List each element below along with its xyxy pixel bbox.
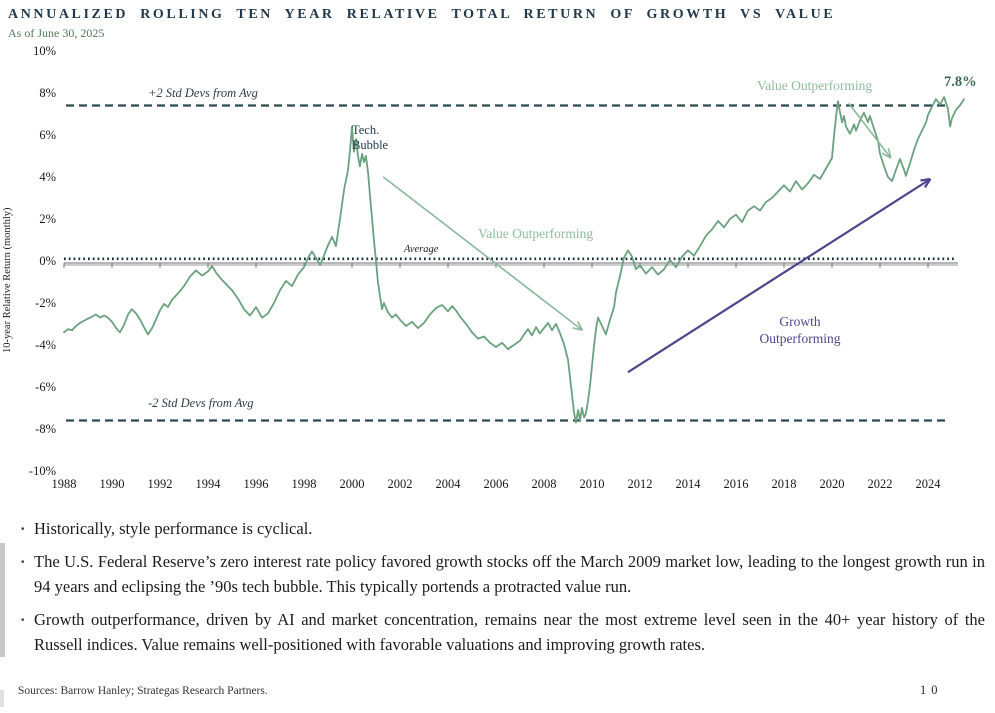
y-tick-label: 4% [39,170,56,184]
value-decline-arrow-head [576,321,584,331]
x-tick-label: 2008 [531,477,557,491]
value-dip-arrow-head [887,148,892,159]
bullet-item: Growth outperformance, driven by AI and … [10,607,985,657]
page-subtitle: As of June 30, 2025 [8,26,105,40]
y-tick-label: -8% [35,422,56,436]
y-tick-label: 8% [39,86,56,100]
y-tick-label: -2% [35,296,56,310]
chart-canvas [63,96,965,424]
x-tick-label: 2002 [387,477,413,491]
x-tick-label: 2000 [339,477,365,491]
x-tick-label: 2004 [435,477,461,491]
x-tick-label: 2012 [627,477,653,491]
y-tick-label: 2% [39,212,56,226]
value-decline-arrow [382,176,583,331]
growth-outperforming-line2: Outperforming [759,331,841,346]
margin-change-bar [0,690,4,707]
growth-outperforming-line1: Growth [779,314,821,329]
average-label: Average [404,244,439,255]
tech-bubble-line2: Bubble [352,138,389,152]
y-tick-label: -10% [28,464,56,478]
bullet-item: Historically, style performance is cycli… [10,516,985,541]
growth-run-arrow-head [923,178,932,188]
value-dip-arrow [848,102,892,159]
growth-run-arrow [627,178,931,374]
x-tick-label: 2022 [867,477,893,491]
value-decline-arrow-head [572,327,583,331]
x-tick-label: 2014 [675,477,701,491]
x-tick-label: 2010 [579,477,605,491]
bullet-list: Historically, style performance is cycli… [10,516,985,665]
y-tick-label: -4% [35,338,56,352]
x-tick-label: 1988 [51,477,77,491]
growth-run-arrow-head [920,177,931,182]
page-title: ANNUALIZED ROLLING TEN YEAR RELATIVE TOT… [8,7,836,22]
value-outperforming-label-top: Value Outperforming [757,78,873,93]
value-dip-arrow-head [881,152,892,159]
y-tick-label: 6% [39,128,56,142]
tech-bubble-line1: Tech. [352,123,380,137]
x-tick-label: 1994 [195,477,221,491]
minus2sd-label: -2 Std Devs from Avg [148,396,254,410]
x-tick-label: 2018 [771,477,797,491]
y-tick-label: 0% [39,254,56,268]
x-tick-label: 2024 [915,477,941,491]
series-line [63,96,965,424]
plus2sd-label: +2 Std Devs from Avg [148,86,258,100]
y-tick-label: 10% [33,44,56,58]
bullet-item: The U.S. Federal Reserve’s zero interest… [10,549,985,599]
page-number: 10 [920,683,943,697]
x-tick-label: 1990 [99,477,125,491]
end-value-label: 7.8% [944,74,977,90]
tech-bubble-label: Tech. Bubble [352,123,388,153]
x-tick-label: 2020 [819,477,845,491]
x-tick-label: 2016 [723,477,749,491]
x-tick-label: 2006 [483,477,509,491]
growth-outperforming-label: Growth Outperforming [743,313,857,347]
y-tick-label: -6% [35,380,56,394]
source-note: Sources: Barrow Hanley; Strategas Resear… [18,685,268,697]
value-outperforming-label-mid: Value Outperforming [478,226,594,241]
x-tick-label: 1992 [147,477,173,491]
margin-change-bar [0,543,5,657]
x-tick-label: 1998 [291,477,317,491]
x-tick-label: 1996 [243,477,269,491]
y-axis-title: 10-year Relative Return (monthly) [2,207,13,353]
